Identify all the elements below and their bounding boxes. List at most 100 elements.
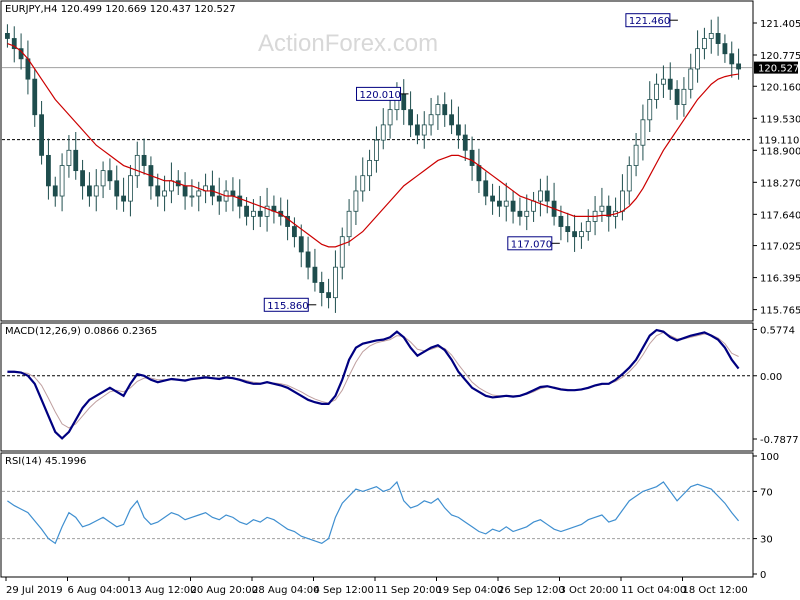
rsi-line xyxy=(7,480,740,545)
candle-body xyxy=(339,236,345,268)
price-y-tick-label: 121.405 xyxy=(760,19,800,30)
price-callout-label: 120.010 xyxy=(360,90,401,101)
candle-body xyxy=(524,210,530,217)
candle-body xyxy=(298,236,304,253)
candle-body xyxy=(708,33,714,39)
candle-body xyxy=(456,124,461,136)
price-panel: 121.405 120.775 120.160 119.530 118.900 118.2… xyxy=(2,13,800,317)
price-y-tick-label: 119.530 xyxy=(760,114,800,125)
x-axis-tick-label: 3 Oct 20:00 xyxy=(560,585,619,596)
candle-body xyxy=(654,83,659,100)
candle-body xyxy=(729,53,735,65)
candle-body xyxy=(128,175,133,202)
candle-body xyxy=(449,114,454,126)
candle-body xyxy=(80,170,85,187)
x-axis-tick-label: 13 Aug 12:00 xyxy=(129,585,196,596)
candle-body xyxy=(626,165,632,192)
candle-body xyxy=(39,114,44,156)
price-y-tick-label: 120.160 xyxy=(760,82,800,93)
candle-body xyxy=(667,78,673,90)
candle-body xyxy=(230,190,236,197)
candle-body xyxy=(319,282,325,293)
candle-body xyxy=(346,210,352,238)
horizontal-level-box xyxy=(754,133,798,146)
candle-body xyxy=(715,33,721,44)
candle-body xyxy=(661,78,666,85)
candle-body xyxy=(353,190,359,212)
price-callout-label: 115.860 xyxy=(267,301,308,312)
moving-average-line xyxy=(7,43,739,248)
x-axis-tick-label: 28 Aug 04:00 xyxy=(252,585,319,596)
candle-body xyxy=(620,190,625,212)
candle-body xyxy=(244,205,249,217)
watermark: ActionForex.com xyxy=(258,30,439,57)
candle-body xyxy=(169,180,174,192)
candle-body xyxy=(538,190,543,202)
candle-body xyxy=(476,165,482,182)
candle-body xyxy=(647,99,653,121)
candle-body xyxy=(428,114,434,126)
candle-body xyxy=(216,195,222,202)
x-axis-tick-label: 11 Sep 20:00 xyxy=(375,585,442,596)
candle-body xyxy=(305,251,311,268)
price-panel-frame xyxy=(0,0,754,322)
candle-body xyxy=(435,104,441,116)
candle-body xyxy=(93,185,99,197)
macd-title: MACD(12,26,9) 0.0866 0.2365 xyxy=(5,326,158,337)
candle-body xyxy=(189,195,195,198)
x-axis-tick-label: 29 Jul 2019 xyxy=(6,585,63,596)
candle-body xyxy=(544,190,550,202)
x-axis-tick-label: 4 Sep 12:00 xyxy=(314,585,374,596)
candle-body xyxy=(688,68,694,90)
price-y-tick-label: 117.025 xyxy=(760,242,800,253)
candle-body xyxy=(5,33,10,39)
x-axis-tick-label: 26 Sep 12:00 xyxy=(498,585,565,596)
candle-body xyxy=(681,88,687,105)
candle-body xyxy=(264,205,270,217)
candle-body xyxy=(579,231,584,238)
candle-body xyxy=(257,210,263,217)
macd-panel: 0.5774 0.00 -0.7877 xyxy=(2,325,799,446)
candle-body xyxy=(333,266,338,299)
candle-body xyxy=(483,180,489,197)
candle-body xyxy=(722,43,728,55)
macd-signal-line xyxy=(7,331,739,429)
rsi-y-tick-label: 30 xyxy=(760,535,773,546)
x-axis-tick-label: 19 Sep 04:00 xyxy=(437,585,504,596)
candle-body xyxy=(182,185,188,197)
x-axis-tick-label: 11 Oct 04:00 xyxy=(621,585,686,596)
candle-body xyxy=(387,109,393,126)
macd-line xyxy=(7,328,740,440)
candle-body xyxy=(401,93,407,111)
price-y-tick-label: 120.775 xyxy=(760,51,800,62)
price-y-tick-label: 118.900 xyxy=(760,146,800,157)
candle-body xyxy=(292,226,297,238)
candle-body xyxy=(674,88,680,105)
candle-body xyxy=(360,175,366,192)
candle-body xyxy=(141,154,147,166)
candle-body xyxy=(46,154,51,187)
candle-body xyxy=(503,200,509,207)
candle-body xyxy=(196,190,202,197)
candle-body xyxy=(702,38,707,50)
price-y-tick-label: 115.765 xyxy=(760,306,800,317)
price-y-tick-label: 116.395 xyxy=(760,274,800,285)
last-price-label: 120.527 xyxy=(758,64,799,75)
rsi-title: RSI(14) 45.1996 xyxy=(5,456,87,467)
price-callout-label: 121.460 xyxy=(629,16,670,27)
rsi-panel: 100 70 30 0 xyxy=(2,452,779,581)
x-axis-tick-label: 18 Oct 12:00 xyxy=(683,585,748,596)
candle-body xyxy=(251,210,256,217)
candle-body xyxy=(462,134,468,151)
candle-body xyxy=(442,104,448,116)
candle-body xyxy=(415,124,420,136)
candle-body xyxy=(367,160,372,177)
candle-body xyxy=(66,149,72,166)
candle-body xyxy=(312,266,318,283)
last-price-box xyxy=(754,61,798,74)
candle-body xyxy=(52,185,58,197)
price-callout-label: 117.070 xyxy=(511,239,552,250)
candle-body xyxy=(633,144,639,166)
rsi-panel-frame xyxy=(0,452,754,578)
